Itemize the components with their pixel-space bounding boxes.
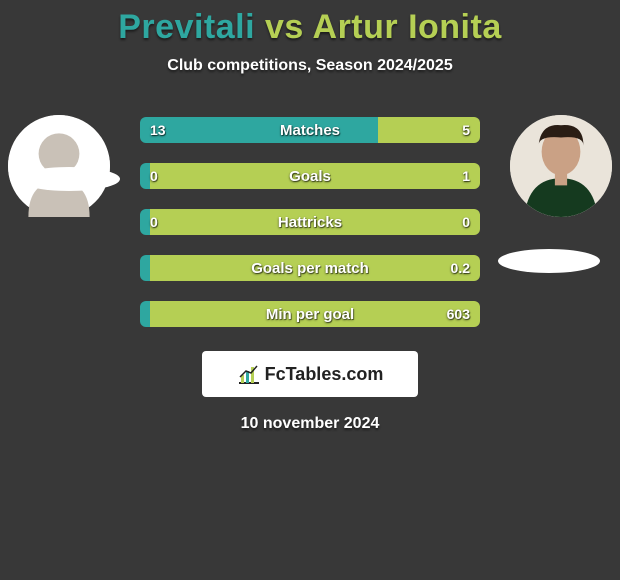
page-title: Previtali vs Artur Ionita	[0, 8, 620, 47]
bar-chart-icon	[237, 363, 261, 385]
stat-bar-right	[150, 255, 480, 281]
person-icon	[8, 115, 110, 217]
player-photo-icon	[510, 115, 612, 217]
stat-bar-left	[140, 255, 150, 281]
comparison-panel: Matches135 Goals01 Hattricks00 Goals per ma…	[0, 115, 620, 433]
stat-rows: Matches135 Goals01 Hattricks00 Goals per ma…	[140, 115, 480, 327]
date-text: 10 november 2024	[0, 415, 620, 433]
stat-row: Goals01	[140, 163, 480, 189]
stat-bar-right	[150, 163, 480, 189]
stat-bar-left	[140, 117, 378, 143]
stat-bar-right	[150, 301, 480, 327]
stat-bar-left	[140, 301, 150, 327]
stat-bar-right	[150, 209, 480, 235]
subtitle: Club competitions, Season 2024/2025	[0, 57, 620, 75]
player-left-avatar	[8, 115, 110, 217]
stat-row: Matches135	[140, 117, 480, 143]
title-left-name: Previtali	[118, 8, 255, 46]
stat-bar-left	[140, 163, 150, 189]
title-vs: vs	[255, 8, 312, 46]
player-left-club-badge	[18, 167, 120, 191]
stat-row: Goals per match0.2	[140, 255, 480, 281]
player-right-club-badge	[498, 249, 600, 273]
stat-bar-left	[140, 209, 150, 235]
brand-text: FcTables.com	[265, 364, 384, 385]
title-right-name: Artur Ionita	[313, 8, 502, 46]
stat-row: Min per goal603	[140, 301, 480, 327]
stat-bar-right	[378, 117, 480, 143]
player-right-avatar	[510, 115, 612, 217]
brand-box: FcTables.com	[202, 351, 418, 397]
stat-row: Hattricks00	[140, 209, 480, 235]
